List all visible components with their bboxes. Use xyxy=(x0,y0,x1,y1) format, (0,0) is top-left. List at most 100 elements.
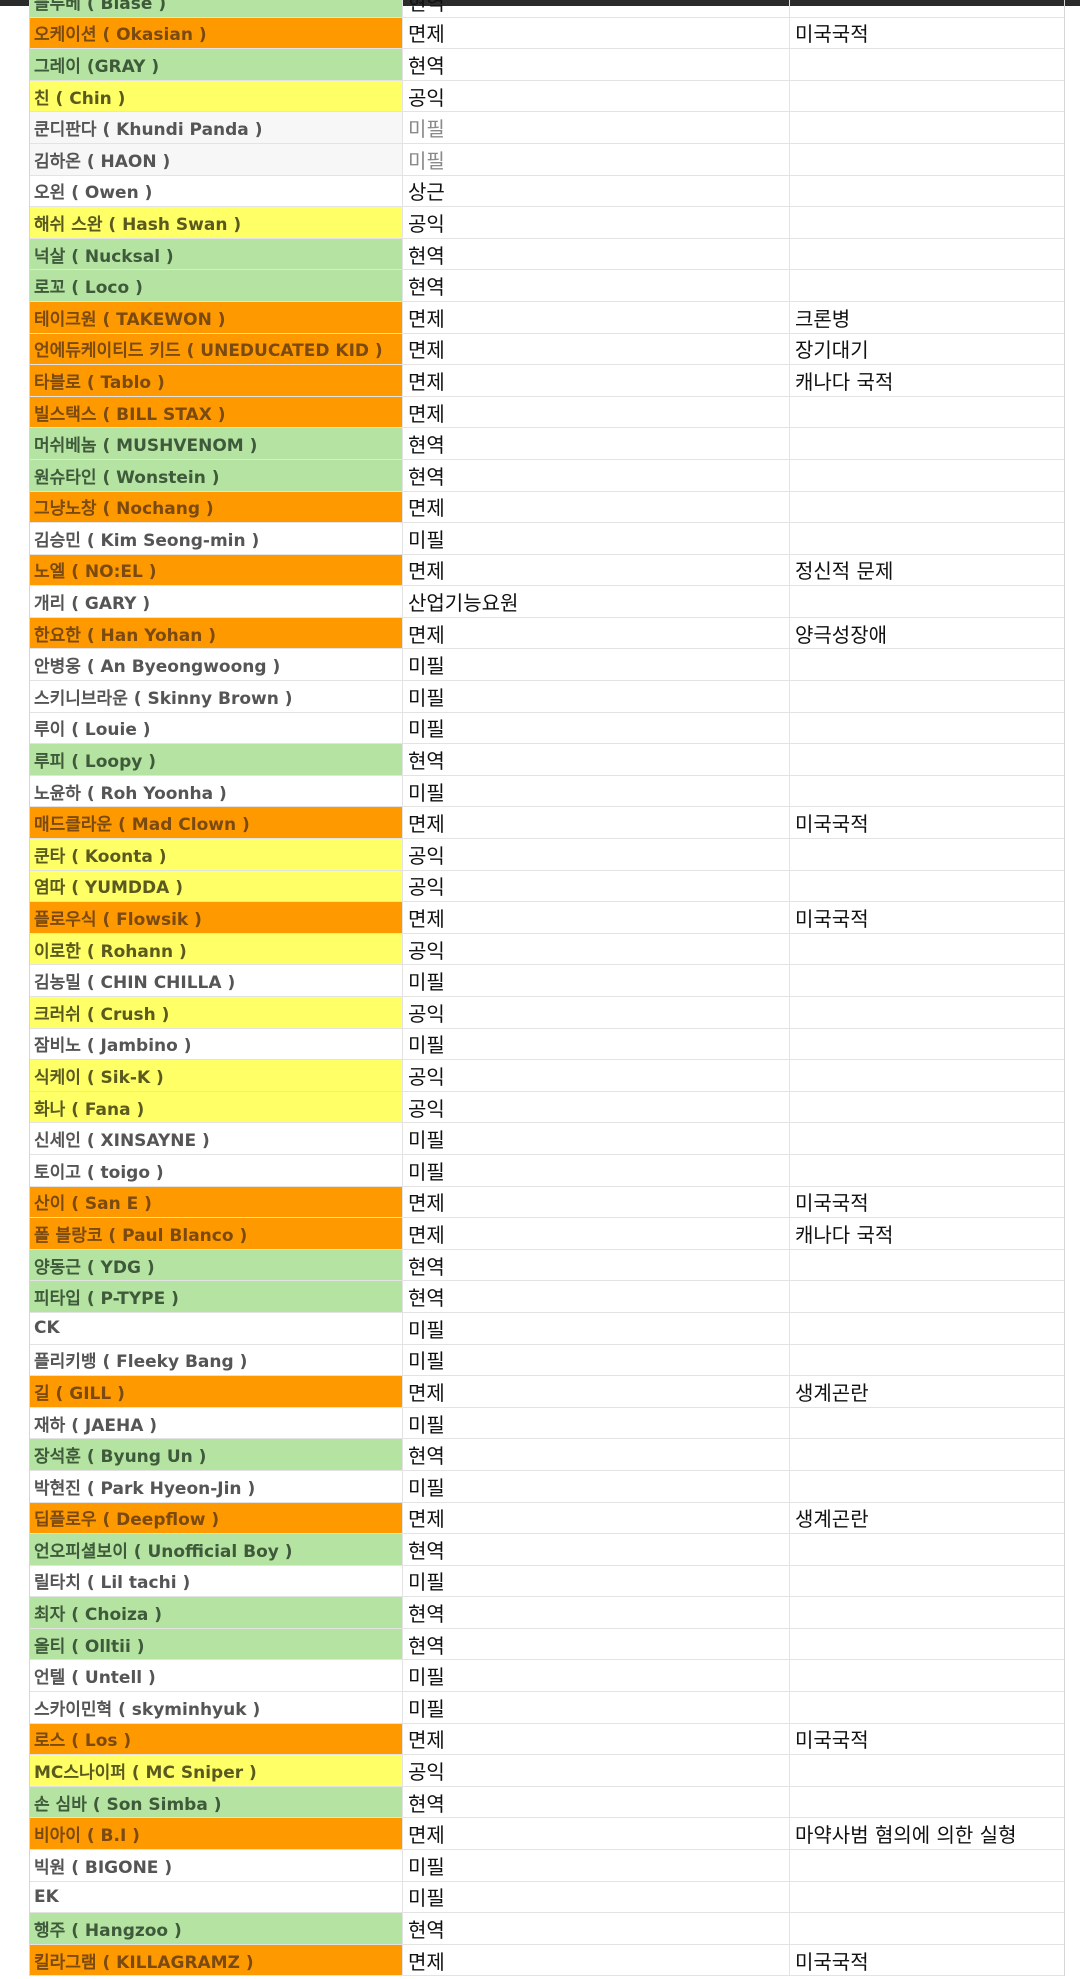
military-status-cell: 현역 xyxy=(403,459,790,491)
note-cell xyxy=(790,1060,1064,1091)
table-row: 박현진 ( Park Hyeon-Jin ) 미필 xyxy=(30,1470,1064,1503)
artist-name-cell: 루이 ( Louie ) xyxy=(30,712,403,744)
note-cell xyxy=(790,1345,1064,1376)
table-row: 머쉬베놈 ( MUSHVENOM ) 현역 xyxy=(30,428,1064,460)
artist-name-cell: 릴타치 ( Lil tachi ) xyxy=(30,1565,403,1597)
artist-name-cell: 루피 ( Loopy ) xyxy=(30,744,403,775)
table-row: 언에듀케이티드 키드 ( UNEDUCATED KID ) 면제 장기대기 xyxy=(30,333,1064,366)
note-cell: 캐나다 국적 xyxy=(795,1222,894,1247)
table-row: 노엘 ( NO:EL ) 면제 정신적 문제 xyxy=(30,554,1064,587)
note-cell: 정신적 문제 xyxy=(795,559,894,584)
table-row: 염따 ( YUMDDA ) 공익 xyxy=(30,870,1064,903)
note-cell xyxy=(790,997,1064,1028)
note-cell: 미국국적 xyxy=(795,1191,869,1216)
military-status-cell: 공익 xyxy=(403,1091,790,1123)
military-status-cell: 미필 xyxy=(403,775,790,807)
table-row: 식케이 ( Sik-K ) 공익 xyxy=(30,1060,1064,1092)
military-status-cell: 현역 xyxy=(403,0,790,17)
note-cell xyxy=(790,1566,1064,1597)
table-row: 타블로 ( Tablo ) 면제 캐나다 국적 xyxy=(30,365,1064,397)
table-row: 그냥노창 ( Nochang ) 면제 xyxy=(30,491,1064,524)
artist-name-cell: 산이 ( San E ) xyxy=(30,1186,403,1218)
table-row: MC스나이퍼 ( MC Sniper ) 공익 xyxy=(30,1755,1064,1787)
table-row: 친 ( Chin ) 공익 xyxy=(30,80,1064,113)
table-row: 로꼬 ( Loco ) 현역 xyxy=(30,270,1064,302)
artist-name-cell: 언텔 ( Untell ) xyxy=(30,1660,403,1692)
artist-name-cell: EK xyxy=(30,1881,403,1913)
table-row: 테이크원 ( TAKEWON ) 면제 크론병 xyxy=(30,301,1064,334)
table-row: 노윤하 ( Roh Yoonha ) 미필 xyxy=(30,775,1064,808)
military-status-cell: 면제 xyxy=(403,1944,790,1976)
table-row: 양동근 ( YDG ) 현역 xyxy=(30,1249,1064,1282)
table-row: 스키니브라운 ( Skinny Brown ) 미필 xyxy=(30,681,1064,713)
artist-name-cell: 장석훈 ( Byung Un ) xyxy=(30,1439,403,1470)
artist-name-cell: 잠비노 ( Jambino ) xyxy=(30,1028,403,1060)
artist-name-cell: 토이고 ( toigo ) xyxy=(30,1154,403,1186)
artist-name-cell: 화나 ( Fana ) xyxy=(30,1091,403,1123)
note-cell xyxy=(790,1092,1064,1123)
military-status-cell: 현역 xyxy=(403,1597,790,1628)
artist-name-cell: 김농밀 ( CHIN CHILLA ) xyxy=(30,965,403,996)
table-row: 로스 ( Los ) 면제 미국국적 xyxy=(30,1723,1064,1756)
artist-name-cell: 해쉬 스완 ( Hash Swan ) xyxy=(30,207,403,238)
note-cell xyxy=(790,839,1064,870)
military-status-cell: 면제 xyxy=(403,365,790,396)
note-cell xyxy=(790,207,1064,238)
artist-name-cell: 올티 ( Olltii ) xyxy=(30,1628,403,1660)
note-cell xyxy=(790,112,1064,143)
table-row: 그레이 (GRAY ) 현역 xyxy=(30,49,1064,81)
note-cell xyxy=(790,649,1064,680)
table-row: 릴타치 ( Lil tachi ) 미필 xyxy=(30,1565,1064,1598)
military-status-cell: 미필 xyxy=(403,681,790,712)
table-row: 폴 블랑코 ( Paul Blanco ) 면제 캐나다 국적 xyxy=(30,1218,1064,1250)
note-cell xyxy=(790,1850,1064,1881)
table-row: 장석훈 ( Byung Un ) 현역 xyxy=(30,1439,1064,1471)
artist-name-cell: 스키니브라운 ( Skinny Brown ) xyxy=(30,681,403,712)
military-status-cell: 공익 xyxy=(403,870,790,902)
artist-name-cell: 원슈타인 ( Wonstein ) xyxy=(30,459,403,491)
military-status-cell: 면제 xyxy=(403,333,790,365)
note-cell: 미국국적 xyxy=(795,1728,869,1753)
military-status-cell: 면제 xyxy=(403,396,790,428)
artist-name-cell: 오왼 ( Owen ) xyxy=(30,175,403,207)
note-cell: 미국국적 xyxy=(795,812,869,837)
note-cell xyxy=(790,49,1064,80)
military-status-cell: 현역 xyxy=(403,1628,790,1660)
military-status-cell: 면제 xyxy=(403,1723,790,1755)
artist-name-cell: 염따 ( YUMDDA ) xyxy=(30,870,403,902)
military-status-cell: 현역 xyxy=(403,1534,790,1565)
military-status-cell: 면제 xyxy=(403,807,790,839)
artist-name-cell: 머쉬베놈 ( MUSHVENOM ) xyxy=(30,428,403,459)
note-cell xyxy=(790,1029,1064,1060)
artist-name-cell: 최자 ( Choiza ) xyxy=(30,1597,403,1628)
military-status-cell: 현역 xyxy=(403,1439,790,1470)
artist-name-cell: 매드클라운 ( Mad Clown ) xyxy=(30,807,403,839)
military-status-cell: 현역 xyxy=(403,1281,790,1312)
military-status-cell: 산업기능요원 xyxy=(403,586,790,617)
table-row: 쿤디판다 ( Khundi Panda ) 미필 xyxy=(30,112,1064,144)
artist-name-cell: 빅원 ( BIGONE ) xyxy=(30,1850,403,1881)
note-cell xyxy=(790,0,1064,17)
military-status-cell: 미필 xyxy=(403,1850,790,1881)
military-status-cell: 현역 xyxy=(403,1786,790,1818)
artist-name-cell: 비아이 ( B.I ) xyxy=(30,1818,403,1850)
table-row: 김승민 ( Kim Seong-min ) 미필 xyxy=(30,523,1064,555)
military-status-cell: 미필 xyxy=(403,1407,790,1439)
artist-name-cell: 킬라그램 ( KILLAGRAMZ ) xyxy=(30,1944,403,1976)
artist-name-cell: 언오피셜보이 ( Unofficial Boy ) xyxy=(30,1534,403,1565)
table-row: 피타입 ( P-TYPE ) 현역 xyxy=(30,1281,1064,1313)
artist-name-cell: 개리 ( GARY ) xyxy=(30,586,403,617)
note-cell: 마약사범 혐의에 의한 실형 xyxy=(795,1823,1017,1848)
military-status-cell: 미필 xyxy=(403,143,790,175)
table-row: 언오피셜보이 ( Unofficial Boy ) 현역 xyxy=(30,1534,1064,1566)
table-row: 쿤타 ( Koonta ) 공익 xyxy=(30,839,1064,871)
military-status-cell: 미필 xyxy=(403,1154,790,1186)
artist-name-cell: 스카이민혁 ( skyminhyuk ) xyxy=(30,1692,403,1723)
artist-name-cell: MC스나이퍼 ( MC Sniper ) xyxy=(30,1755,403,1786)
note-cell xyxy=(790,1913,1064,1944)
artist-name-cell: 블루베 ( Blase ) xyxy=(30,0,403,17)
note-cell xyxy=(790,776,1064,807)
artist-name-cell: 김승민 ( Kim Seong-min ) xyxy=(30,523,403,554)
artist-name-cell: 언에듀케이티드 키드 ( UNEDUCATED KID ) xyxy=(30,333,403,365)
artist-name-cell: 오케이션 ( Okasian ) xyxy=(30,17,403,49)
